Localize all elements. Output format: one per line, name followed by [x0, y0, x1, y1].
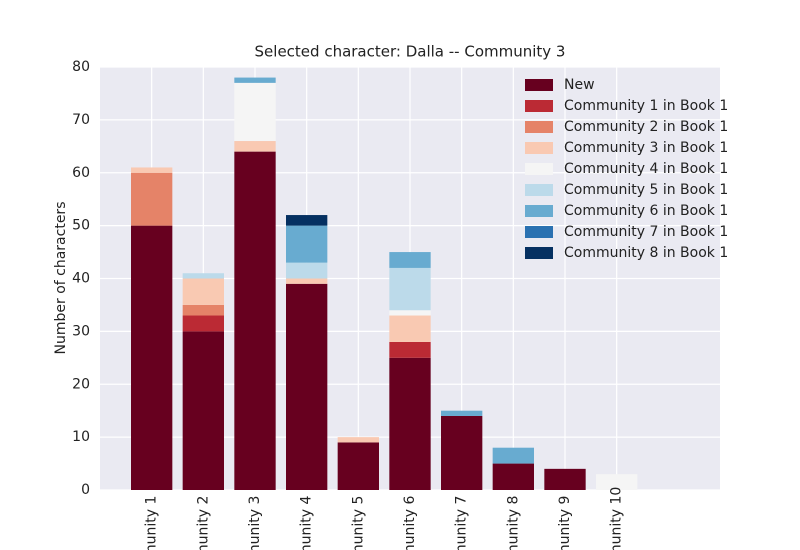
bar-segment	[131, 167, 173, 173]
y-tick-label: 50	[72, 218, 90, 234]
legend-label: Community 5 in Book 1	[564, 182, 728, 198]
x-tick-label: Community 5	[350, 496, 366, 550]
bar-segment	[286, 225, 328, 263]
legend-swatch	[525, 100, 553, 112]
bar-segment	[182, 331, 224, 490]
legend-swatch	[525, 79, 553, 91]
bar-segment	[441, 410, 483, 416]
legend-label: Community 4 in Book 1	[564, 161, 728, 177]
legend-swatch	[525, 205, 553, 217]
bar-segment	[182, 278, 224, 305]
y-tick-label: 70	[72, 112, 90, 128]
legend-label: Community 2 in Book 1	[564, 119, 728, 135]
bar-segment	[389, 267, 431, 311]
y-tick-label: 20	[72, 376, 90, 392]
x-tick-label: Community 1	[144, 496, 160, 550]
bar-segment	[544, 468, 586, 490]
bar-segment	[389, 341, 431, 358]
legend-swatch	[525, 226, 553, 238]
legend-label: Community 1 in Book 1	[564, 98, 728, 114]
bar-segment	[389, 315, 431, 342]
bar-segment	[131, 225, 173, 490]
legend-swatch	[525, 184, 553, 196]
bar-segment	[389, 310, 431, 316]
bar-segment	[234, 82, 276, 142]
bar-segment	[286, 262, 328, 279]
bar-segment	[441, 415, 483, 490]
y-axis-label: Number of characters	[53, 202, 69, 355]
bar-segment	[596, 474, 638, 490]
bar-segment	[182, 273, 224, 279]
x-tick-label: Community 2	[195, 496, 211, 550]
bar-segment	[234, 151, 276, 490]
chart-title: Selected character: Dalla -- Community 3	[255, 43, 566, 61]
legend-label: New	[564, 77, 595, 93]
bar-segment	[492, 463, 534, 490]
bar-segment	[131, 172, 173, 226]
y-tick-label: 0	[81, 482, 90, 498]
bar-segment	[286, 215, 328, 226]
bar-segment	[337, 437, 379, 443]
bar-segment	[182, 315, 224, 332]
y-tick-label: 80	[72, 59, 90, 75]
legend-label: Community 3 in Book 1	[564, 140, 728, 156]
bar-segment	[182, 304, 224, 316]
y-tick-label: 30	[72, 323, 90, 339]
bar-segment	[234, 141, 276, 152]
bar-segment	[389, 357, 431, 490]
x-tick-label: Community 10	[609, 487, 625, 550]
bar-segment	[234, 77, 276, 83]
legend-swatch	[525, 247, 553, 259]
x-tick-label: Community 4	[299, 496, 315, 550]
x-tick-label: Community 8	[505, 496, 521, 550]
legend-swatch	[525, 121, 553, 133]
bar-segment	[286, 283, 328, 490]
bar-segment	[286, 278, 328, 284]
x-tick-label: Community 3	[247, 496, 263, 550]
y-tick-label: 40	[72, 271, 90, 287]
bar-segment	[337, 442, 379, 490]
x-tick-label: Community 6	[402, 496, 418, 550]
bar-segment	[492, 447, 534, 464]
legend-label: Community 7 in Book 1	[564, 224, 728, 240]
y-tick-label: 60	[72, 165, 90, 181]
bar-segment	[389, 252, 431, 268]
x-tick-label: Community 7	[454, 496, 470, 550]
legend-label: Community 6 in Book 1	[564, 203, 728, 219]
x-tick-label: Community 9	[557, 496, 573, 550]
y-tick-label: 10	[72, 429, 90, 445]
legend-label: Community 8 in Book 1	[564, 245, 728, 261]
legend-swatch	[525, 142, 553, 154]
legend-swatch	[525, 163, 553, 175]
